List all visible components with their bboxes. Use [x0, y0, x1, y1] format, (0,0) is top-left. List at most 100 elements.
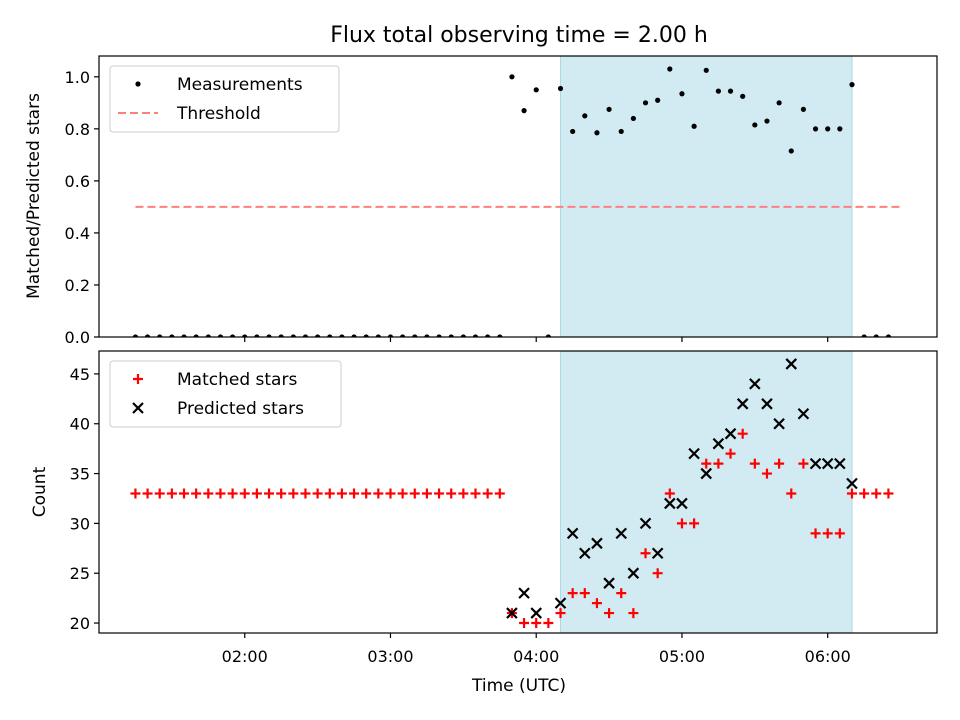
measurement-point [448, 334, 454, 337]
measurement-point [217, 334, 224, 337]
matched-star-point [203, 488, 214, 499]
measurement-point [557, 85, 564, 92]
measurement-point [788, 148, 794, 154]
measurement-point [472, 334, 479, 337]
matched-star-point [300, 488, 311, 499]
measurement-point [412, 334, 418, 337]
matched-star-point [446, 488, 457, 499]
matched-star-point [543, 618, 554, 629]
measurement-point [521, 108, 527, 114]
measurement-point [667, 66, 673, 72]
y-tick-label: 45 [70, 365, 90, 384]
predicted-star-point [579, 547, 591, 560]
matched-star-point [859, 488, 870, 499]
x-tick-label: 02:00 [222, 647, 268, 666]
y-tick-label: 35 [70, 465, 90, 484]
matched-star-point [166, 488, 177, 499]
predicted-star-point [724, 427, 737, 440]
measurement-point [837, 126, 843, 132]
measurement-point [242, 334, 248, 337]
predicted-star-point [761, 398, 773, 410]
measurement-point [727, 88, 734, 94]
matched-star-point [761, 468, 772, 479]
matched-star-point [604, 608, 615, 619]
predicted-star-point [603, 577, 615, 589]
predicted-star-point [627, 567, 640, 579]
matched-star-point [567, 588, 578, 599]
measurement-point [278, 334, 284, 337]
matched-star-point [664, 488, 675, 499]
legend-label: Measurements [177, 75, 303, 95]
measurement-point [363, 334, 369, 337]
measurement-point [752, 122, 758, 128]
measurement-point [375, 334, 381, 337]
matched-star-point [349, 488, 360, 499]
matched-star-point [154, 488, 165, 499]
matched-star-point [239, 488, 250, 499]
matched-star-point [749, 458, 760, 469]
matched-star-point [482, 488, 493, 499]
measurement-point [424, 334, 430, 337]
matched-star-point [689, 518, 700, 529]
matched-star-point [458, 488, 469, 499]
measurement-point [144, 334, 151, 337]
predicted-star-point [834, 457, 846, 470]
observing-window-shading [560, 350, 853, 634]
predicted-star-point [700, 467, 713, 480]
measurement-point [132, 334, 139, 337]
matched-star-point [810, 528, 821, 539]
predicted-star-point [821, 457, 834, 470]
matched-star-point [373, 488, 384, 499]
x-axis-label: Time (UTC) [471, 676, 566, 696]
measurement-point [436, 334, 442, 337]
measurement-point [545, 334, 551, 337]
y-tick-label: 0.2 [65, 276, 90, 295]
top-y-axis-label: Matched/Predicted stars [24, 93, 44, 299]
legend-x-marker [132, 402, 144, 414]
measurement-point [606, 106, 612, 112]
measurement-point [205, 334, 211, 337]
predicted-star-point [664, 497, 676, 510]
measurement-point [339, 334, 345, 337]
matched-star-point [701, 458, 712, 469]
matched-star-point [628, 608, 639, 619]
measurement-point [691, 123, 697, 129]
measurement-point [715, 88, 721, 94]
matched-star-point [713, 458, 724, 469]
measurement-point [642, 100, 649, 106]
measurement-point [594, 130, 600, 136]
matched-star-point [555, 608, 566, 619]
predicted-star-point [712, 437, 725, 450]
measurement-point [157, 334, 163, 337]
matched-star-point [579, 588, 590, 599]
predicted-star-point [639, 517, 652, 530]
matched-star-point [215, 488, 226, 499]
matched-star-point [871, 488, 882, 499]
legend-plus-marker [133, 374, 143, 384]
predicted-star-point [846, 477, 858, 490]
matched-star-point [652, 568, 663, 579]
predicted-star-point [785, 358, 798, 370]
measurement-point [254, 334, 260, 337]
predicted-star-point [554, 597, 567, 609]
measurement-point [800, 106, 807, 112]
matched-star-point [385, 488, 396, 499]
matched-star-point [616, 588, 627, 599]
matched-star-point [676, 518, 687, 529]
measurement-point [679, 91, 685, 97]
matched-star-point [264, 488, 275, 499]
measurement-point [181, 334, 187, 337]
matched-star-point [591, 598, 602, 609]
predicted-star-point [736, 398, 749, 410]
y-tick-label: 20 [70, 614, 90, 633]
predicted-star-point [749, 378, 761, 390]
measurement-point [849, 82, 855, 88]
top-panel: 0.0 0.2 0.4 0.6 0.8 1.0 Measurements Threshold [65, 55, 938, 347]
predicted-star-point [506, 607, 518, 619]
measurement-point [351, 334, 357, 337]
measurement-point [655, 97, 661, 103]
measurement-point [776, 100, 782, 106]
matched-star-point [191, 488, 202, 499]
measurement-point [630, 115, 636, 122]
